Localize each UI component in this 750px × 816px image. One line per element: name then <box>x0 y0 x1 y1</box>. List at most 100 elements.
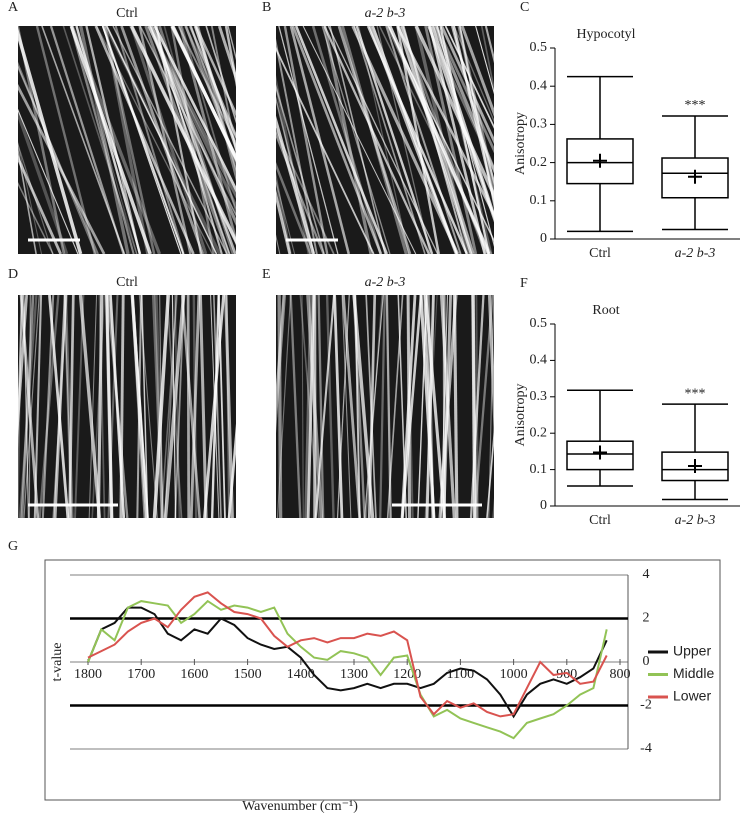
panel-letter: B <box>262 0 271 15</box>
box <box>661 451 729 482</box>
micrograph-fiber <box>171 295 177 518</box>
micrograph-fiber <box>267 295 271 518</box>
legend-label: Lower <box>673 688 711 704</box>
micrograph-fiber <box>6 295 16 518</box>
series-line <box>87 599 608 740</box>
x-tick-label: a-2 b-3 <box>675 513 716 528</box>
y-tick-label: 2 <box>643 611 650 626</box>
micrograph-fiber <box>112 26 228 254</box>
micrograph-fiber <box>174 295 185 518</box>
micrograph-fiber <box>386 26 490 254</box>
micrograph-fiber <box>400 26 487 254</box>
micrograph-fiber <box>276 179 296 254</box>
micrograph-fiber <box>129 26 236 246</box>
micrograph-fiber <box>425 295 435 518</box>
micrograph-fiber <box>427 26 494 223</box>
micrograph-fibers <box>18 26 236 254</box>
micrograph-fiber <box>174 295 181 518</box>
micrograph-fiber <box>406 295 412 518</box>
micrograph-fiber <box>149 26 231 254</box>
x-tick-label: 1600 <box>180 667 208 682</box>
micrograph-fiber <box>502 295 509 518</box>
panel-letter: F <box>520 276 528 291</box>
micrograph-fiber <box>147 26 236 199</box>
micrograph-fiber <box>79 26 130 254</box>
x-tick-label: 1500 <box>234 667 262 682</box>
micrograph-fiber <box>385 26 462 254</box>
micrograph-fiber <box>508 295 512 518</box>
x-axis-label: Wavenumber (cm⁻¹) <box>242 799 358 814</box>
micrograph-fiber <box>291 26 383 254</box>
micrograph-fiber <box>153 26 236 193</box>
micrograph-fiber <box>435 26 494 154</box>
micrograph-fiber <box>180 295 201 518</box>
micrograph-fiber <box>147 26 236 226</box>
micrograph-fiber <box>18 83 106 254</box>
x-tick-label: 1300 <box>340 667 368 682</box>
micrograph-fibers <box>0 295 257 518</box>
micrograph-fiber <box>198 295 208 518</box>
micrograph-fiber <box>353 26 426 254</box>
micrograph-fiber <box>402 26 468 254</box>
micrograph-fiber <box>253 295 254 518</box>
micrograph-fiber <box>486 426 494 518</box>
micrograph-fiber <box>460 26 494 117</box>
micrograph-fiber <box>105 295 114 518</box>
micrograph-fiber <box>351 26 460 254</box>
micrograph-fiber <box>194 26 236 117</box>
micrograph-fiber <box>433 26 494 174</box>
micrograph-fiber <box>184 26 236 165</box>
micrograph-fiber <box>251 295 262 518</box>
micrograph-fiber <box>254 295 255 518</box>
micrograph-fiber <box>261 295 268 518</box>
panel-letter: A <box>8 0 19 15</box>
micrograph-fiber <box>0 295 10 518</box>
micrograph-fiber <box>18 181 54 254</box>
series-line <box>87 606 608 719</box>
y-tick-label: 0.1 <box>530 193 548 208</box>
micrograph-fiber <box>177 26 236 145</box>
micrograph-fiber <box>164 295 177 518</box>
micrograph-fiber <box>181 26 236 215</box>
micrograph-fiber <box>70 26 162 254</box>
micrograph-fiber <box>276 115 316 254</box>
micrograph <box>276 26 494 254</box>
y-tick-label: 0.3 <box>530 117 548 132</box>
micrograph-fiber <box>88 295 98 518</box>
micrograph-fiber <box>18 108 69 254</box>
micrograph-fiber <box>38 295 60 518</box>
micrograph-fiber <box>276 171 292 254</box>
panel-title: Ctrl <box>116 275 138 290</box>
box <box>661 157 729 199</box>
micrograph-fiber <box>23 295 40 518</box>
y-tick-label: 0 <box>540 498 547 513</box>
micrograph-fiber <box>106 26 218 254</box>
micrograph-fiber <box>0 295 6 518</box>
micrograph-fiber <box>101 26 182 254</box>
micrograph-fiber <box>62 26 138 254</box>
box <box>566 138 634 185</box>
micrograph-fiber <box>440 26 494 144</box>
micrograph-fiber <box>333 295 344 518</box>
micrograph-fiber <box>190 26 236 172</box>
micrograph-fiber <box>278 26 339 254</box>
x-tick-label: 1700 <box>127 667 155 682</box>
micrograph-fiber <box>428 26 487 254</box>
micrograph-fiber <box>18 146 37 254</box>
panel-title: Ctrl <box>116 6 138 21</box>
micrograph-fiber <box>243 295 257 518</box>
y-tick-label: 0 <box>540 231 547 246</box>
micrograph-fiber <box>52 295 68 518</box>
y-tick-label: 0.5 <box>530 316 548 331</box>
micrograph-fiber <box>497 295 506 518</box>
micrograph-fiber <box>365 295 383 518</box>
micrograph-fiber <box>130 295 149 518</box>
micrograph-fiber <box>426 26 494 172</box>
micrograph-bg <box>18 295 236 518</box>
micrograph-fiber <box>7 295 10 518</box>
micrograph-fiber <box>341 295 352 518</box>
series-line <box>87 591 608 718</box>
micrograph-fiber <box>323 26 430 254</box>
micrograph-fiber <box>317 295 325 518</box>
